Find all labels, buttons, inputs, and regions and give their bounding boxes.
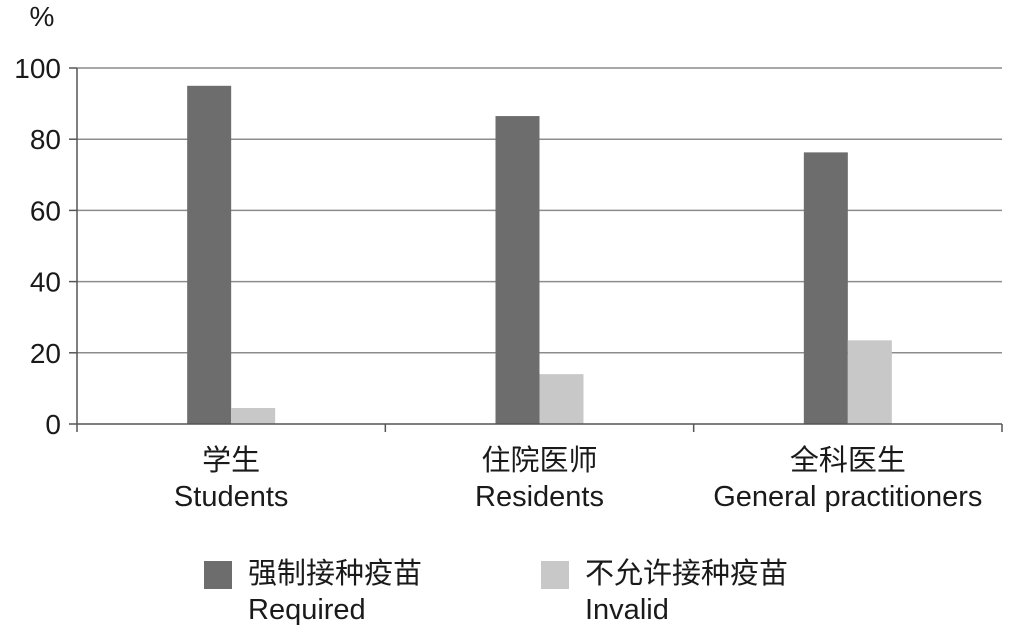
bars bbox=[187, 85, 892, 425]
x-category-label-zh: 住院医师 bbox=[481, 444, 597, 477]
x-category-label-zh: 学生 bbox=[202, 444, 260, 477]
y-tick-label: 60 bbox=[30, 195, 61, 226]
axes: 0 20 40 60 80 100 学生 Students 住院医师 Residents 全科医生 G… bbox=[14, 53, 1003, 513]
bar-required-residents bbox=[495, 116, 540, 424]
legend-label-required-en: Required bbox=[248, 594, 366, 626]
legend-swatch-required bbox=[204, 561, 232, 589]
y-tick-label: 20 bbox=[30, 338, 61, 369]
legend-label-required-zh: 强制接种疫苗 bbox=[248, 558, 423, 590]
legend-item-invalid: 不允许接种疫苗 Invalid bbox=[541, 556, 788, 628]
y-axis-unit-label: % bbox=[30, 1, 55, 32]
bar-invalid-residents bbox=[539, 374, 584, 424]
bar-chart: 0 20 40 60 80 100 学生 Students 住院医师 Residents 全科医生 G… bbox=[14, 1, 1003, 513]
legend-item-required: 强制接种疫苗 Required bbox=[204, 556, 422, 628]
y-tick-label: 0 bbox=[45, 409, 61, 440]
bar-invalid-students bbox=[231, 407, 276, 424]
bar-invalid-general-practitioners bbox=[847, 340, 892, 424]
x-category-label-en: Residents bbox=[475, 481, 604, 513]
bar-required-students bbox=[187, 85, 232, 425]
legend-label-invalid-zh: 不允许接种疫苗 bbox=[585, 558, 789, 590]
x-category-label-en: Students bbox=[174, 481, 288, 513]
x-category-label-zh: 全科医生 bbox=[790, 444, 906, 477]
legend-label-invalid-en: Invalid bbox=[585, 594, 669, 626]
y-tick-label: 40 bbox=[30, 267, 61, 298]
y-tick-label: 80 bbox=[30, 124, 61, 155]
bar-required-general-practitioners bbox=[803, 152, 848, 424]
legend-swatch-invalid bbox=[541, 561, 569, 589]
y-tick-label: 100 bbox=[14, 53, 61, 84]
x-category-label-en: General practitioners bbox=[713, 481, 982, 513]
